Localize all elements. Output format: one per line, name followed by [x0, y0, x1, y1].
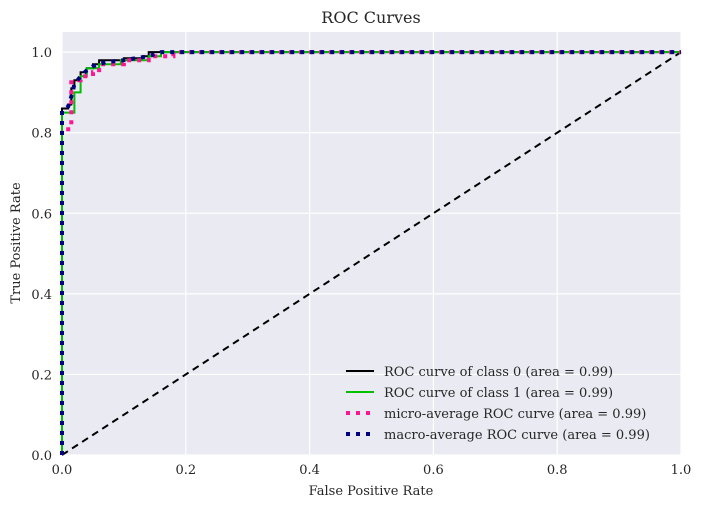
- x-axis-ticks: 0.0 0.2 0.4 0.6 0.8 1.0: [52, 463, 692, 478]
- x-tick-label: 0.0: [52, 463, 73, 478]
- legend-label: ROC curve of class 0 (area = 0.99): [384, 365, 613, 380]
- legend-label: micro-average ROC curve (area = 0.99): [384, 407, 646, 422]
- x-tick-label: 1.0: [671, 463, 692, 478]
- series-line-3: [60, 50, 681, 455]
- legend-label: macro-average ROC curve (area = 0.99): [384, 428, 650, 443]
- y-tick-label: 0.8: [31, 127, 52, 142]
- y-tick-label: 0.6: [31, 207, 52, 222]
- x-tick-label: 0.2: [175, 463, 196, 478]
- y-axis-ticks: 0.0 0.2 0.4 0.6 0.8 1.0: [31, 46, 52, 464]
- curves: [60, 50, 682, 456]
- y-axis-label: True Positive Rate: [9, 182, 24, 304]
- x-tick-label: 0.6: [423, 463, 444, 478]
- y-tick-label: 0.2: [31, 368, 52, 383]
- y-tick-label: 1.0: [31, 46, 52, 61]
- legend-label: ROC curve of class 1 (area = 0.99): [384, 386, 613, 401]
- y-tick-label: 0.4: [31, 288, 52, 303]
- x-tick-label: 0.8: [547, 463, 568, 478]
- series-line-2: [60, 50, 681, 455]
- chart-title: ROC Curves: [321, 8, 420, 27]
- x-tick-label: 0.4: [299, 463, 320, 478]
- x-axis-label: False Positive Rate: [309, 484, 434, 499]
- grid: [61, 32, 682, 456]
- legend: ROC curve of class 0 (area = 0.99) ROC cu…: [346, 365, 650, 443]
- plot-area: [62, 32, 681, 455]
- y-tick-label: 0.0: [31, 449, 52, 464]
- chance-diagonal-line: [61, 51, 682, 456]
